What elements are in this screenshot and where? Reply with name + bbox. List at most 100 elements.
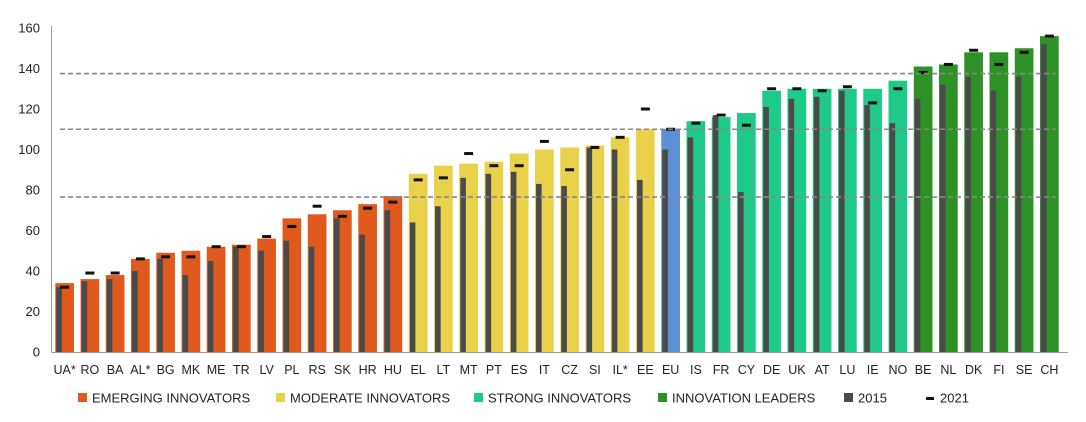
x-tick-label: AL* (130, 363, 150, 377)
mark-2021-dk (969, 48, 979, 52)
mark-2021-cy (741, 123, 751, 127)
mark-2021-ie (868, 101, 878, 105)
legend-item-y2021: 2021 (926, 391, 969, 406)
mark-2021-lv (262, 235, 272, 239)
mark-2021-uk (792, 87, 802, 91)
x-tick-label: LT (437, 363, 451, 377)
x-tick-label: PL (284, 363, 299, 377)
mark-2021-es (514, 164, 524, 168)
mark-2021-at (817, 89, 827, 93)
x-tick-label: LV (259, 363, 274, 377)
bar-2015-is (687, 137, 694, 352)
legend-label: MODERATE INNOVATORS (290, 391, 450, 406)
x-tick-label: FR (713, 363, 730, 377)
bar-2015-lv (258, 250, 264, 352)
x-tick-label: BA (107, 363, 124, 377)
y-tick-label: 120 (18, 102, 40, 117)
mark-2021-ch (1044, 34, 1054, 38)
mark-2021-lu (842, 85, 852, 89)
legend-item-emerging: EMERGING INNOVATORS (78, 391, 251, 406)
mark-2021-it (539, 139, 549, 143)
bar-2015-sk (334, 218, 340, 352)
bar-2015-hu (384, 210, 391, 352)
x-tick-label: SE (1016, 363, 1033, 377)
x-tick-label: SK (334, 363, 351, 377)
legend-label: STRONG INNOVATORS (488, 391, 631, 406)
bar-2015-pt (485, 173, 492, 352)
mark-2021-ba (110, 271, 120, 275)
x-tick-label: ME (207, 363, 226, 377)
bar-2015-no (889, 123, 896, 352)
legend-swatch (844, 393, 853, 402)
mark-2021-be (918, 71, 928, 75)
x-tick-label: DK (965, 363, 983, 377)
legend-item-y2015: 2015 (844, 391, 887, 406)
mark-2021-lt (438, 176, 448, 180)
x-tick-label: DE (763, 363, 780, 377)
mark-2021-ua (60, 285, 70, 289)
mark-2021-fr (716, 113, 726, 117)
bar-2015-il (611, 149, 618, 352)
y-tick-label: 0 (33, 345, 40, 360)
bar-2015-si (586, 147, 593, 352)
legend-swatch (78, 393, 87, 402)
x-tick-label: AT (815, 363, 830, 377)
x-tick-label: BG (157, 363, 175, 377)
x-tick-label: MK (182, 363, 201, 377)
legend-item-leader: INNOVATION LEADERS (658, 391, 816, 406)
y-tick-label: 160 (18, 21, 40, 36)
mark-2021-se (1019, 50, 1029, 54)
bar-2015-rs (308, 246, 315, 352)
bar-2015-uk (788, 98, 795, 353)
x-tick-label: NO (889, 363, 908, 377)
x-tick-label: TR (233, 363, 250, 377)
legend-label: INNOVATION LEADERS (672, 391, 816, 406)
x-tick-label: CY (738, 363, 756, 377)
x-tick-label: RO (81, 363, 100, 377)
x-tick-label: LU (839, 363, 855, 377)
mark-2021-al (135, 257, 145, 261)
x-tick-label: IT (539, 363, 550, 377)
bar-2015-ua (56, 287, 62, 352)
legend-swatch (658, 393, 667, 402)
x-tick-label: NL (940, 363, 956, 377)
x-tick-label: MT (460, 363, 478, 377)
bar-2015-ba (106, 279, 113, 352)
x-tick-label: CZ (561, 363, 578, 377)
legend: EMERGING INNOVATORS MODERATE INNOVATORS ST… (78, 391, 969, 406)
mark-2021-sk (337, 214, 347, 218)
bar-2015-bg (157, 258, 163, 352)
bars-2015-layer (56, 44, 1047, 353)
bar-2015-fr (712, 115, 719, 352)
x-tick-label: HU (384, 363, 402, 377)
y-tick-label: 60 (26, 223, 40, 238)
marks-2021-layer (60, 34, 1054, 289)
bar-2015-ee (637, 179, 643, 353)
bar-2015-nl (940, 84, 946, 352)
mark-2021-me (211, 245, 221, 249)
x-tick-label: FI (993, 363, 1004, 377)
bar-2015-it (536, 183, 542, 352)
x-tick-label: UA* (54, 363, 76, 377)
bar-2015-pl (283, 240, 290, 353)
bar-2015-at (813, 96, 820, 352)
mark-2021-bg (161, 255, 171, 259)
bar-2015-cz (561, 185, 567, 352)
x-tick-label: IE (867, 363, 879, 377)
legend-item-strong: STRONG INNOVATORS (474, 391, 631, 406)
bar-2015-dk (965, 76, 971, 352)
bar-2015-cy (738, 192, 744, 352)
y-tick-label: 140 (18, 61, 40, 76)
mark-2021-pl (287, 224, 297, 228)
bar-2015-lt (435, 206, 441, 352)
x-tick-label: PT (486, 363, 502, 377)
x-tick-label: IL* (612, 363, 627, 377)
y-tick-label: 20 (26, 304, 40, 319)
bar-2015-el (409, 222, 416, 352)
mark-2021-de (767, 87, 777, 91)
mark-2021-pt (489, 164, 499, 168)
x-tick-label: UK (788, 363, 806, 377)
mark-2021-si (590, 145, 600, 149)
x-tick-label: IS (690, 363, 702, 377)
